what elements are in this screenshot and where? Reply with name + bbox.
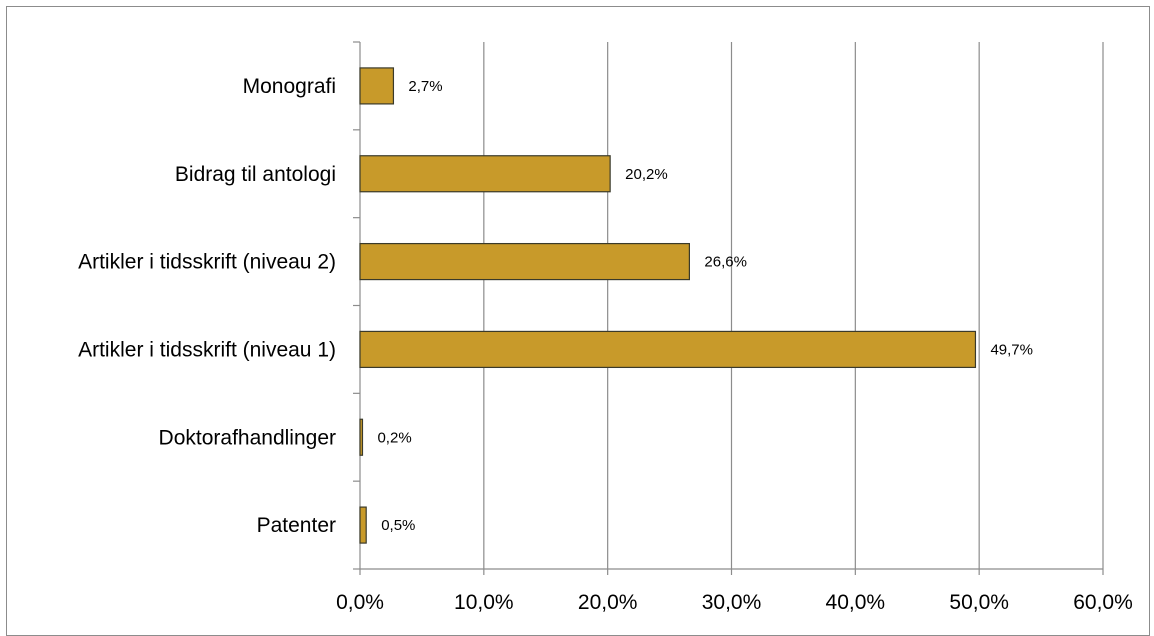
category-label: Doktorafhandlinger xyxy=(159,426,336,449)
x-tick-label: 0,0% xyxy=(336,591,384,614)
bar-5 xyxy=(359,506,367,544)
category-label: Bidrag til antologi xyxy=(175,163,336,186)
axes xyxy=(353,41,1104,575)
category-label: Artikler i tidsskrift (niveau 1) xyxy=(78,338,336,361)
x-tick-label: 10,0% xyxy=(454,591,514,614)
data-label: 2,7% xyxy=(408,78,442,95)
bar-1 xyxy=(359,155,611,193)
bar-0 xyxy=(359,67,395,105)
data-label: 20,2% xyxy=(625,166,668,183)
bars xyxy=(359,67,977,544)
bar-2 xyxy=(359,242,690,281)
chart-frame xyxy=(6,6,1150,636)
labels: 0,0% 10,0% 20,0% 30,0% 40,0% 50,0% 60,0% Monogr… xyxy=(78,75,1133,614)
category-label: Monografi xyxy=(243,75,336,98)
data-label: 26,6% xyxy=(704,254,747,271)
gridlines xyxy=(483,42,1104,569)
x-tick-label: 40,0% xyxy=(826,591,886,614)
category-label: Artikler i tidsskrift (niveau 2) xyxy=(78,251,336,274)
data-label: 0,2% xyxy=(377,429,411,446)
category-label: Patenter xyxy=(257,514,336,537)
data-label: 0,5% xyxy=(381,517,415,534)
data-label: 49,7% xyxy=(990,341,1033,358)
x-tick-label: 20,0% xyxy=(578,591,638,614)
bar-4 xyxy=(359,418,364,456)
x-tick-label: 50,0% xyxy=(949,591,1009,614)
x-tick-label: 30,0% xyxy=(702,591,762,614)
x-tick-label: 60,0% xyxy=(1073,591,1133,614)
bar-3 xyxy=(359,330,977,369)
